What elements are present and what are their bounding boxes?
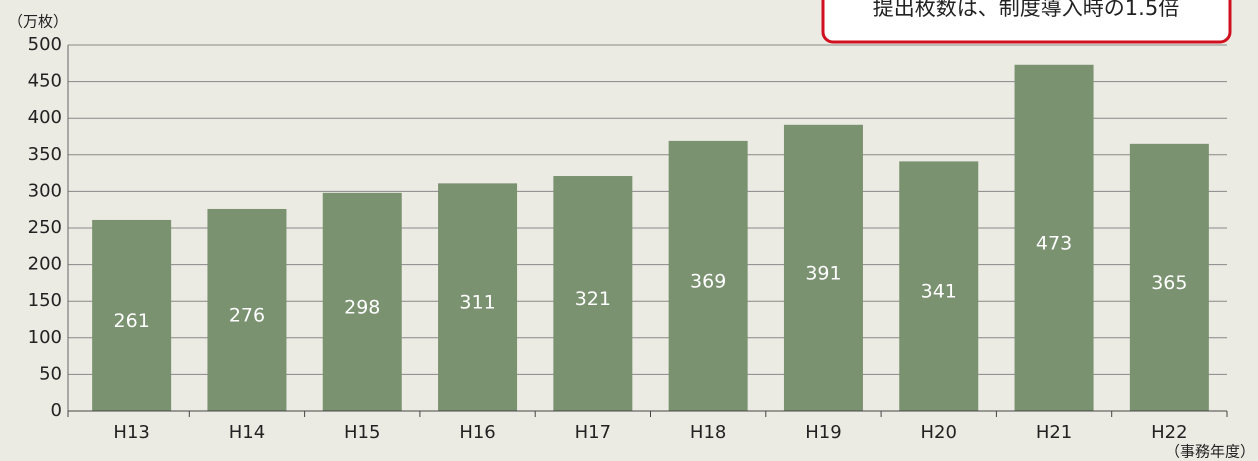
y-tick-label: 450 bbox=[28, 71, 62, 92]
x-axis-label: （事務年度） bbox=[1165, 443, 1255, 461]
value-label: 369 bbox=[690, 270, 726, 292]
x-tick-label: H22 bbox=[1151, 422, 1187, 443]
annotation: 提出枚数は、制度導入時の1.5倍 bbox=[873, 0, 1179, 20]
y-tick-label: 150 bbox=[28, 290, 62, 311]
y-tick-label: 400 bbox=[28, 107, 62, 128]
y-axis-label: （万枚） bbox=[8, 13, 68, 31]
bar bbox=[783, 124, 863, 412]
y-tick-label: 100 bbox=[28, 327, 62, 348]
y-tick-label: 0 bbox=[51, 400, 62, 421]
y-tick-label: 50 bbox=[39, 363, 62, 384]
y-tick-label: 250 bbox=[28, 217, 62, 238]
bar bbox=[322, 192, 402, 411]
value-label: 391 bbox=[805, 262, 841, 284]
value-label: 341 bbox=[921, 281, 957, 303]
x-tick-label: H17 bbox=[575, 422, 611, 443]
value-label: 311 bbox=[459, 292, 495, 314]
x-tick-label: H19 bbox=[805, 422, 841, 443]
annotation-box bbox=[821, 0, 1232, 44]
bar bbox=[438, 183, 518, 411]
x-tick-label: H16 bbox=[459, 422, 495, 443]
x-tick-label: H21 bbox=[1036, 422, 1072, 443]
bar bbox=[668, 140, 748, 411]
x-tick-label: H13 bbox=[113, 422, 149, 443]
value-label: 321 bbox=[575, 288, 611, 310]
x-tick-label: H14 bbox=[229, 422, 265, 443]
value-label: 298 bbox=[344, 296, 380, 318]
bar bbox=[207, 208, 287, 411]
x-tick-label: H15 bbox=[344, 422, 380, 443]
value-label: 473 bbox=[1036, 232, 1072, 254]
y-tick-label: 350 bbox=[28, 144, 62, 165]
value-label: 365 bbox=[1151, 272, 1187, 294]
x-tick-label: H18 bbox=[690, 422, 726, 443]
value-label: 276 bbox=[229, 304, 265, 326]
y-tick-label: 500 bbox=[28, 34, 62, 55]
y-tick-label: 300 bbox=[28, 180, 62, 201]
bar bbox=[1014, 64, 1094, 411]
bar bbox=[899, 161, 979, 411]
value-label: 261 bbox=[114, 310, 150, 332]
x-tick-label: H20 bbox=[921, 422, 957, 443]
bar bbox=[553, 176, 633, 411]
y-tick-label: 200 bbox=[28, 254, 62, 275]
bar bbox=[92, 219, 172, 411]
bar bbox=[1129, 143, 1209, 411]
